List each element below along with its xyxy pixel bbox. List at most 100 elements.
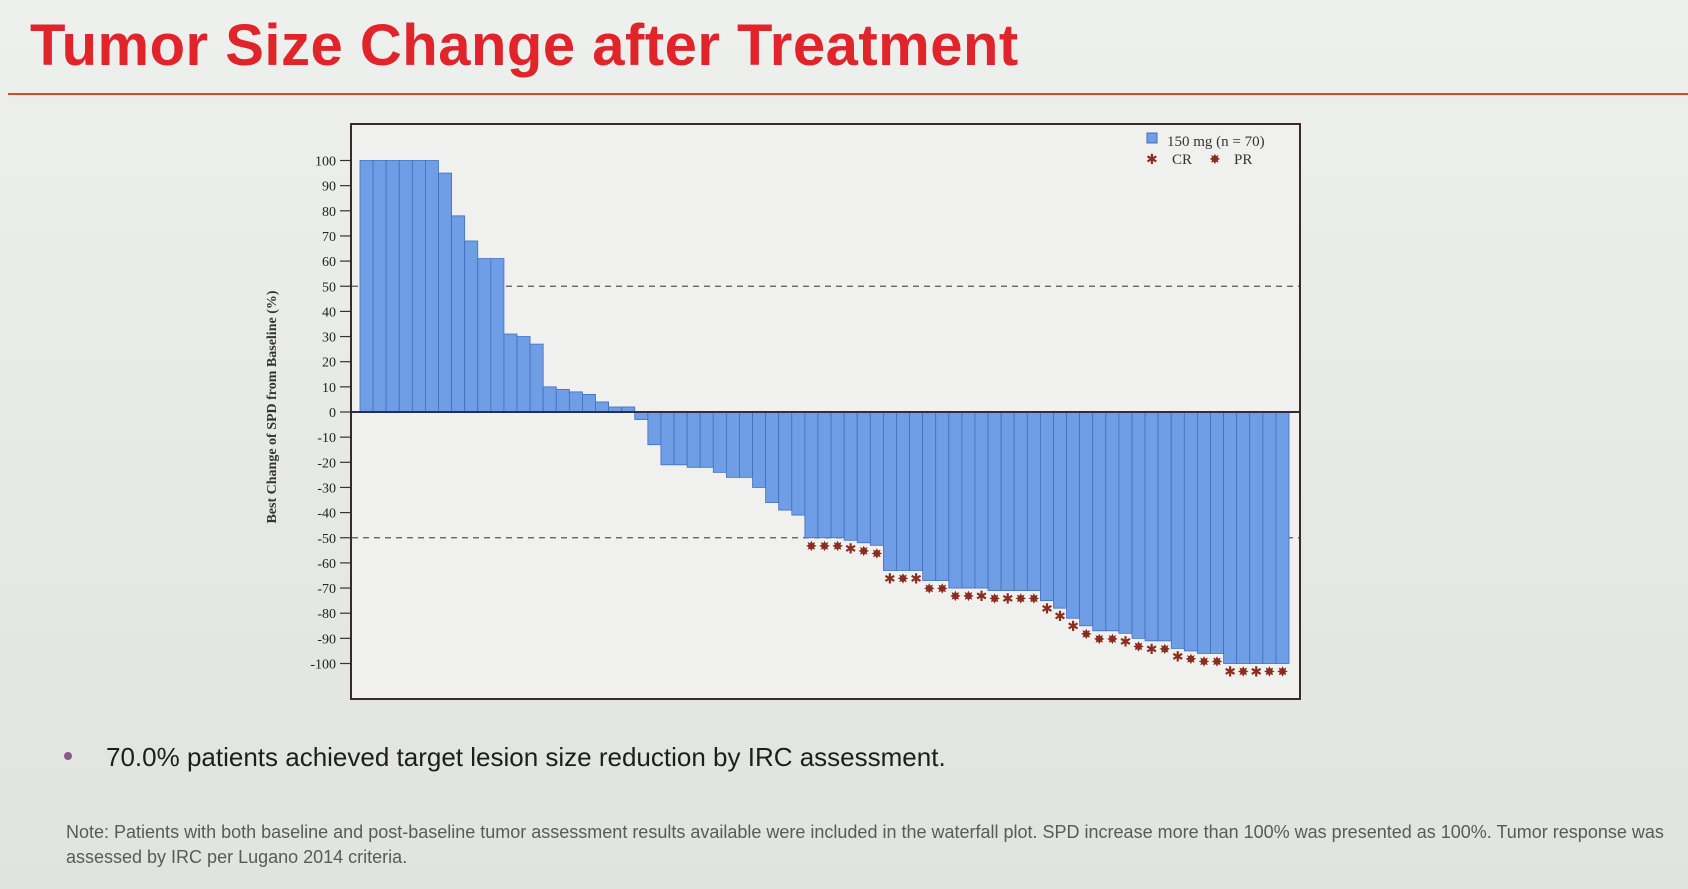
- bar: [765, 411, 780, 503]
- bar: [385, 160, 400, 413]
- pr-marker: ✸: [936, 582, 948, 598]
- pr-marker: ✸: [923, 582, 935, 598]
- pr-marker: ✸: [897, 571, 909, 587]
- cr-marker: ✱: [976, 589, 988, 605]
- bar: [974, 411, 989, 589]
- bar: [647, 411, 662, 446]
- cr-marker: ✱: [1250, 665, 1262, 681]
- bar: [725, 411, 740, 478]
- cr-marker: ✱: [910, 571, 922, 587]
- bar: [935, 411, 950, 581]
- pr-marker: ✸: [1198, 654, 1210, 670]
- bar: [1000, 411, 1015, 591]
- bar: [909, 411, 924, 571]
- bar: [1013, 411, 1028, 591]
- bar: [1131, 411, 1146, 639]
- bar: [1197, 411, 1211, 654]
- pr-marker: ✸: [1015, 592, 1027, 608]
- pr-marker: ✸: [989, 592, 1001, 608]
- bar: [1092, 411, 1107, 632]
- bar: [595, 401, 610, 413]
- waterfall-chart: ✸ ✸ ✸ ✱ ✸ ✸✱ ✸ ✱✸ ✸ ✸ ✸ ✱ ✸ ✱ ✸ ✸✱ ✱✱ ✸ ✸ ✸ ✱ ✸ ✱ ✸ ✱ ✸ ✸ ✸✱ ✸ ✱ ✸ ✸ 10…: [265, 123, 1301, 700]
- y-tick-label: 70: [322, 230, 336, 245]
- pr-marker: ✸: [1028, 592, 1040, 608]
- bar: [411, 160, 426, 413]
- bar: [1066, 411, 1081, 619]
- pr-marker: ✸: [1093, 632, 1105, 648]
- bar: [398, 160, 413, 413]
- key-finding: 70.0% patients achieved target lesion si…: [64, 742, 946, 773]
- cr-marker: ✱: [1120, 634, 1132, 650]
- legend-cr-label: CR: [1172, 152, 1192, 168]
- bar: [1236, 411, 1251, 664]
- pr-marker: ✸: [1237, 665, 1249, 681]
- pr-marker: ✸: [819, 539, 831, 555]
- bar: [1170, 411, 1185, 649]
- cr-marker: ✱: [845, 541, 857, 557]
- slide-title: Tumor Size Change after Treatment: [30, 13, 1019, 78]
- y-tick-label: -40: [317, 507, 336, 522]
- bar: [490, 258, 505, 413]
- pr-marker: ✸: [1159, 642, 1171, 658]
- response-markers: ✸ ✸ ✸ ✱ ✸ ✸✱ ✸ ✱✸ ✸ ✸ ✸ ✱ ✸ ✱ ✸ ✸✱ ✱✱ ✸ ✸ ✸ ✱ ✸ ✱ ✸ ✱ ✸ ✸ ✸✱ ✸ ✱ ✸ ✸: [806, 539, 1289, 681]
- bar: [660, 411, 675, 466]
- bar: [1039, 411, 1054, 602]
- bar: [896, 411, 910, 571]
- bar: [568, 391, 583, 413]
- bar: [1223, 411, 1238, 664]
- bar: [686, 411, 701, 468]
- y-axis: 1009080706050403020100-10-20-30-40-50-60…: [310, 155, 351, 673]
- bar: [438, 172, 452, 413]
- bar: [1157, 411, 1172, 642]
- legend-pr-marker: ✸: [1209, 152, 1221, 168]
- bar: [791, 411, 806, 516]
- bar: [948, 411, 963, 589]
- cr-marker: ✱: [1067, 619, 1079, 635]
- bar: [922, 411, 937, 581]
- footnote: Note: Patients with both baseline and po…: [66, 822, 1664, 867]
- pr-marker: ✸: [871, 546, 883, 562]
- pr-marker: ✸: [832, 539, 844, 555]
- y-tick-label: -100: [310, 658, 336, 673]
- y-tick-label: 60: [322, 255, 336, 270]
- bar: [673, 411, 688, 466]
- pr-marker: ✸: [1106, 632, 1118, 648]
- pr-marker: ✸: [1277, 665, 1289, 681]
- bar: [555, 388, 570, 413]
- bar: [1079, 411, 1094, 627]
- legend-series-label: 150 mg (n = 70): [1167, 134, 1265, 150]
- bar: [1210, 411, 1224, 654]
- bar-group: [359, 160, 1290, 664]
- bar: [987, 411, 1002, 591]
- bar: [1249, 411, 1264, 664]
- bar: [529, 343, 544, 413]
- cr-marker: ✱: [1054, 609, 1066, 625]
- cr-marker: ✱: [1041, 602, 1053, 618]
- y-tick-label: -80: [317, 607, 336, 622]
- pr-marker: ✸: [963, 589, 975, 605]
- bar: [843, 411, 858, 541]
- bar: [359, 160, 374, 413]
- pr-marker: ✸: [949, 589, 961, 605]
- bar: [425, 160, 439, 413]
- bar: [869, 411, 884, 546]
- key-finding-text: 70.0% patients achieved target lesion si…: [106, 742, 946, 772]
- bar: [856, 411, 871, 544]
- bar: [1183, 411, 1198, 652]
- bar: [451, 215, 466, 413]
- pr-marker: ✸: [1133, 639, 1145, 655]
- bar: [752, 411, 767, 488]
- bar: [817, 411, 832, 539]
- cr-marker: ✱: [1172, 649, 1184, 665]
- pr-marker: ✸: [1185, 652, 1197, 668]
- pr-marker: ✸: [1264, 665, 1276, 681]
- y-tick-label: -20: [317, 456, 336, 471]
- legend-pr-label: PR: [1234, 152, 1252, 168]
- legend: 150 mg (n = 70) ✱ CR ✸ PR: [1146, 132, 1265, 168]
- pr-marker: ✸: [1080, 627, 1092, 643]
- y-tick-label: -60: [317, 557, 336, 572]
- y-tick-label: -10: [317, 431, 336, 446]
- y-tick-label: 10: [322, 381, 336, 396]
- cr-marker: ✱: [884, 571, 896, 587]
- y-axis-label: Best Change of SPD from Baseline (%): [265, 290, 280, 523]
